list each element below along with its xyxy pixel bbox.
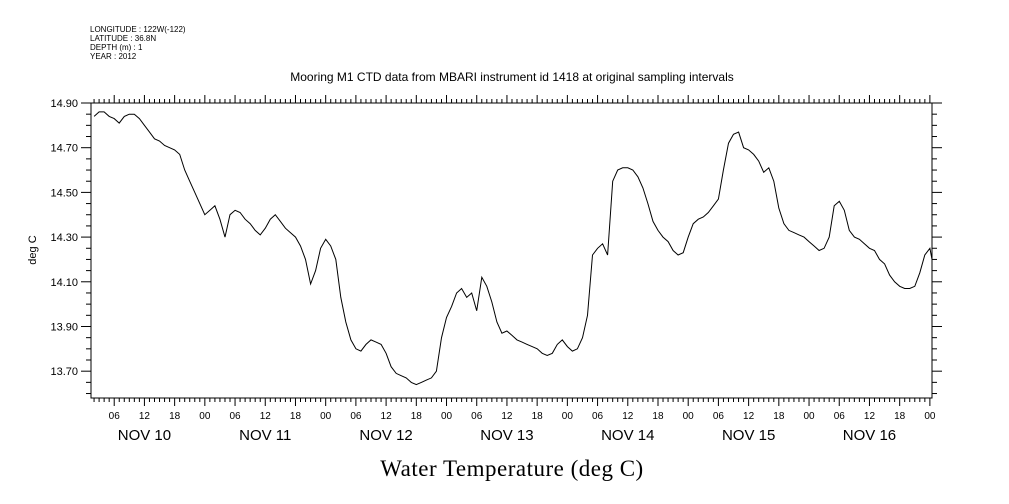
y-tick-label: 14.90 <box>50 98 78 110</box>
y-tick-label: 13.70 <box>50 366 78 378</box>
x-hour-label: 00 <box>199 411 211 422</box>
x-day-label: NOV 12 <box>359 427 412 444</box>
y-axis: 14.90 14.70 14.50 14.30 14.10 13.90 13.70 <box>50 98 942 395</box>
metadata-block: LONGITUDE : 122W(-122) LATITUDE : 36.8N … <box>90 25 186 61</box>
water-temperature-line <box>93 111 933 386</box>
series-layer <box>93 111 933 386</box>
x-hour-label: 18 <box>652 411 664 422</box>
metadata-line: LONGITUDE : 122W(-122) <box>90 25 186 34</box>
x-hour-label: 06 <box>713 411 725 422</box>
x-hour-label: 12 <box>864 411 876 422</box>
x-hour-label: 00 <box>683 411 695 422</box>
x-hour-label: 00 <box>441 411 453 422</box>
x-hour-label: 00 <box>924 411 936 422</box>
x-hour-label: 12 <box>743 411 755 422</box>
y-tick-label: 14.10 <box>50 277 78 289</box>
x-hour-label: 12 <box>622 411 634 422</box>
x-hour-label: 12 <box>381 411 393 422</box>
x-hour-label: 00 <box>320 411 332 422</box>
x-day-label: NOV 11 <box>239 427 291 444</box>
plot-border <box>90 102 933 399</box>
x-hour-label: 06 <box>229 411 241 422</box>
y-tick-label: 14.30 <box>50 232 78 244</box>
x-day-label: NOV 16 <box>843 427 896 444</box>
x-hour-label: 18 <box>290 411 302 422</box>
x-hour-label: 06 <box>471 411 483 422</box>
x-hour-label: 12 <box>260 411 272 422</box>
x-hour-label: 18 <box>411 411 423 422</box>
x-axis: 06 12 18 00 06 12 18 00 06 12 18 00 06 12 18 00 06 12 18 00… <box>93 95 936 444</box>
x-hour-label: 06 <box>592 411 604 422</box>
x-day-label: NOV 14 <box>601 427 654 444</box>
x-hour-label: 18 <box>894 411 906 422</box>
x-hour-label: 00 <box>562 411 574 422</box>
y-tick-label: 14.50 <box>50 187 78 199</box>
x-hour-label: 18 <box>169 411 181 422</box>
x-hour-label: 00 <box>803 411 815 422</box>
x-hour-label: 06 <box>350 411 362 422</box>
x-hour-label: 18 <box>773 411 785 422</box>
metadata-line: YEAR : 2012 <box>90 52 137 61</box>
x-hour-label: 12 <box>501 411 513 422</box>
x-day-label: NOV 15 <box>722 427 775 444</box>
chart-title: Mooring M1 CTD data from MBARI instrumen… <box>290 70 734 84</box>
y-tick-label: 13.90 <box>50 321 78 333</box>
metadata-line: DEPTH (m) : 1 <box>90 43 143 52</box>
x-day-label: NOV 10 <box>118 427 171 444</box>
x-hour-label: 12 <box>139 411 151 422</box>
y-axis-label: deg C <box>27 235 39 264</box>
plot-frame <box>90 102 933 399</box>
x-hour-label: 06 <box>834 411 846 422</box>
x-hour-label: 18 <box>532 411 544 422</box>
y-tick-label: 14.70 <box>50 143 78 155</box>
x-day-label: NOV 13 <box>480 427 533 444</box>
x-hour-label: 06 <box>109 411 121 422</box>
figure-caption: Water Temperature (deg C) <box>380 456 643 481</box>
metadata-line: LATITUDE : 36.8N <box>90 34 156 43</box>
